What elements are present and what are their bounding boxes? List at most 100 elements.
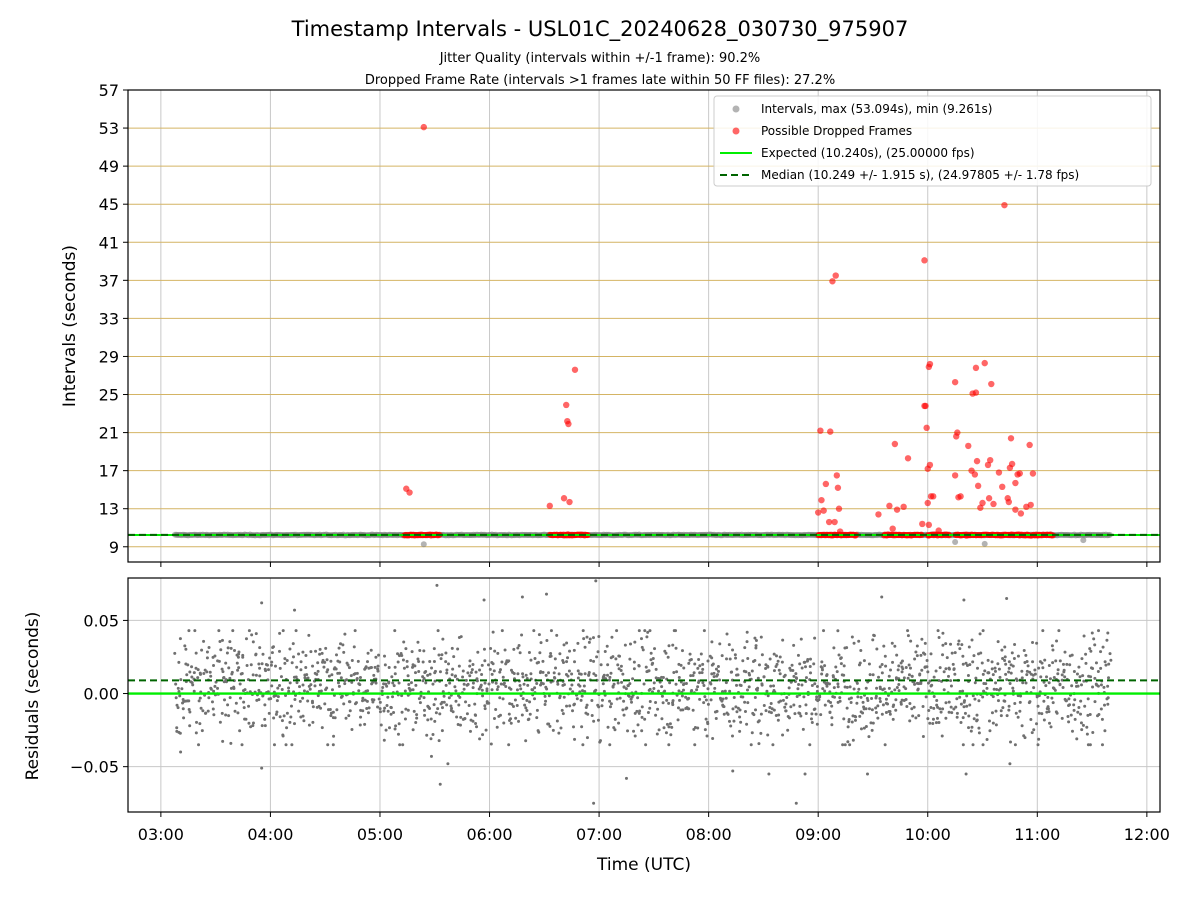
residual-point — [730, 670, 734, 674]
residual-point — [468, 674, 472, 678]
x-tick-label: 03:00 — [138, 825, 184, 844]
residual-point — [738, 715, 742, 719]
residual-point — [257, 698, 261, 702]
residual-point — [1035, 695, 1039, 699]
residual-point — [817, 698, 821, 702]
residual-point — [474, 721, 478, 725]
residual-point — [981, 629, 985, 633]
dropped-frame-point — [926, 461, 934, 469]
residual-point — [282, 714, 286, 718]
residual-point — [308, 687, 312, 691]
residual-point — [462, 682, 466, 686]
intervals-y-tick-label: 29 — [99, 347, 119, 366]
residual-point — [864, 686, 868, 690]
residual-point — [823, 664, 827, 668]
residual-point — [665, 698, 669, 702]
residual-point — [532, 629, 536, 633]
residual-point — [1012, 656, 1016, 660]
residual-point — [1091, 731, 1095, 735]
residual-point — [195, 720, 199, 724]
dropped-frame-point — [546, 502, 553, 510]
residual-point — [1105, 638, 1109, 642]
residual-point — [583, 689, 587, 693]
residual-point — [590, 713, 594, 717]
residual-point — [753, 659, 757, 663]
residual-point — [419, 694, 423, 698]
residual-point — [194, 666, 198, 670]
residual-point — [815, 722, 819, 726]
residual-point — [1080, 657, 1084, 661]
residual-point — [768, 657, 772, 661]
residual-point — [999, 709, 1003, 713]
residual-point — [652, 686, 656, 690]
residual-point — [448, 681, 452, 685]
residual-point — [447, 696, 451, 700]
residual-point — [878, 700, 882, 704]
residual-point — [947, 710, 951, 714]
interval-point — [952, 539, 959, 546]
legend-label: Median (10.249 +/- 1.915 s), (24.97805 +… — [761, 168, 1079, 182]
residual-point — [883, 654, 887, 658]
residual-point — [974, 676, 978, 680]
residual-point — [320, 651, 324, 655]
residual-point — [518, 651, 522, 655]
residual-point — [799, 714, 803, 718]
residual-point — [243, 688, 247, 692]
residual-point — [1072, 708, 1076, 712]
residual-point — [1047, 664, 1051, 668]
residual-point — [547, 694, 551, 698]
residual-point — [916, 687, 920, 691]
residual-point — [321, 658, 325, 662]
residual-point — [910, 674, 914, 678]
residual-point — [428, 672, 432, 676]
residual-point — [913, 657, 917, 661]
residual-point — [294, 675, 298, 679]
residual-point — [924, 695, 928, 699]
residual-point — [298, 685, 302, 689]
residual-point — [702, 684, 706, 688]
residual-point — [836, 685, 840, 689]
residual-point — [372, 698, 376, 702]
residual-point — [907, 673, 911, 677]
residual-point — [888, 710, 892, 714]
residual-point — [687, 707, 691, 711]
dropped-frame-point — [818, 496, 825, 504]
residual-point — [991, 695, 995, 699]
residual-point — [633, 711, 637, 715]
residual-point — [996, 662, 1000, 666]
x-tick-label: 12:00 — [1124, 825, 1170, 844]
dropped-frame-point — [957, 493, 964, 500]
residual-point — [1066, 714, 1070, 718]
residual-point — [509, 717, 513, 721]
residual-point — [960, 643, 964, 647]
residual-point — [481, 733, 485, 737]
residual-point — [766, 733, 770, 737]
residual-point — [366, 711, 370, 715]
residuals-panel: −0.050.000.05 03:00 04:00 05:00 06:00 07:00 0… — [23, 577, 1170, 875]
dropped-frame-point — [965, 442, 972, 450]
residual-point — [507, 743, 511, 747]
residual-point — [1107, 662, 1111, 666]
residual-point — [739, 683, 743, 687]
residual-point — [995, 687, 999, 691]
residual-point — [912, 705, 916, 709]
residual-point — [921, 705, 925, 709]
residual-point — [739, 720, 743, 724]
residual-point — [743, 710, 747, 714]
residual-point — [535, 681, 539, 685]
residual-point — [512, 647, 516, 651]
residual-point — [640, 715, 644, 719]
residual-point — [968, 663, 972, 667]
residual-point — [804, 703, 808, 707]
residual-point — [623, 643, 627, 647]
residual-point — [451, 710, 455, 714]
residual-point — [1099, 707, 1103, 711]
residual-point — [622, 713, 626, 717]
residual-point — [867, 662, 871, 666]
residual-point — [1091, 666, 1095, 670]
residual-point — [778, 655, 782, 659]
residual-point — [596, 718, 600, 722]
residual-point — [247, 704, 251, 708]
residual-point — [433, 679, 437, 683]
